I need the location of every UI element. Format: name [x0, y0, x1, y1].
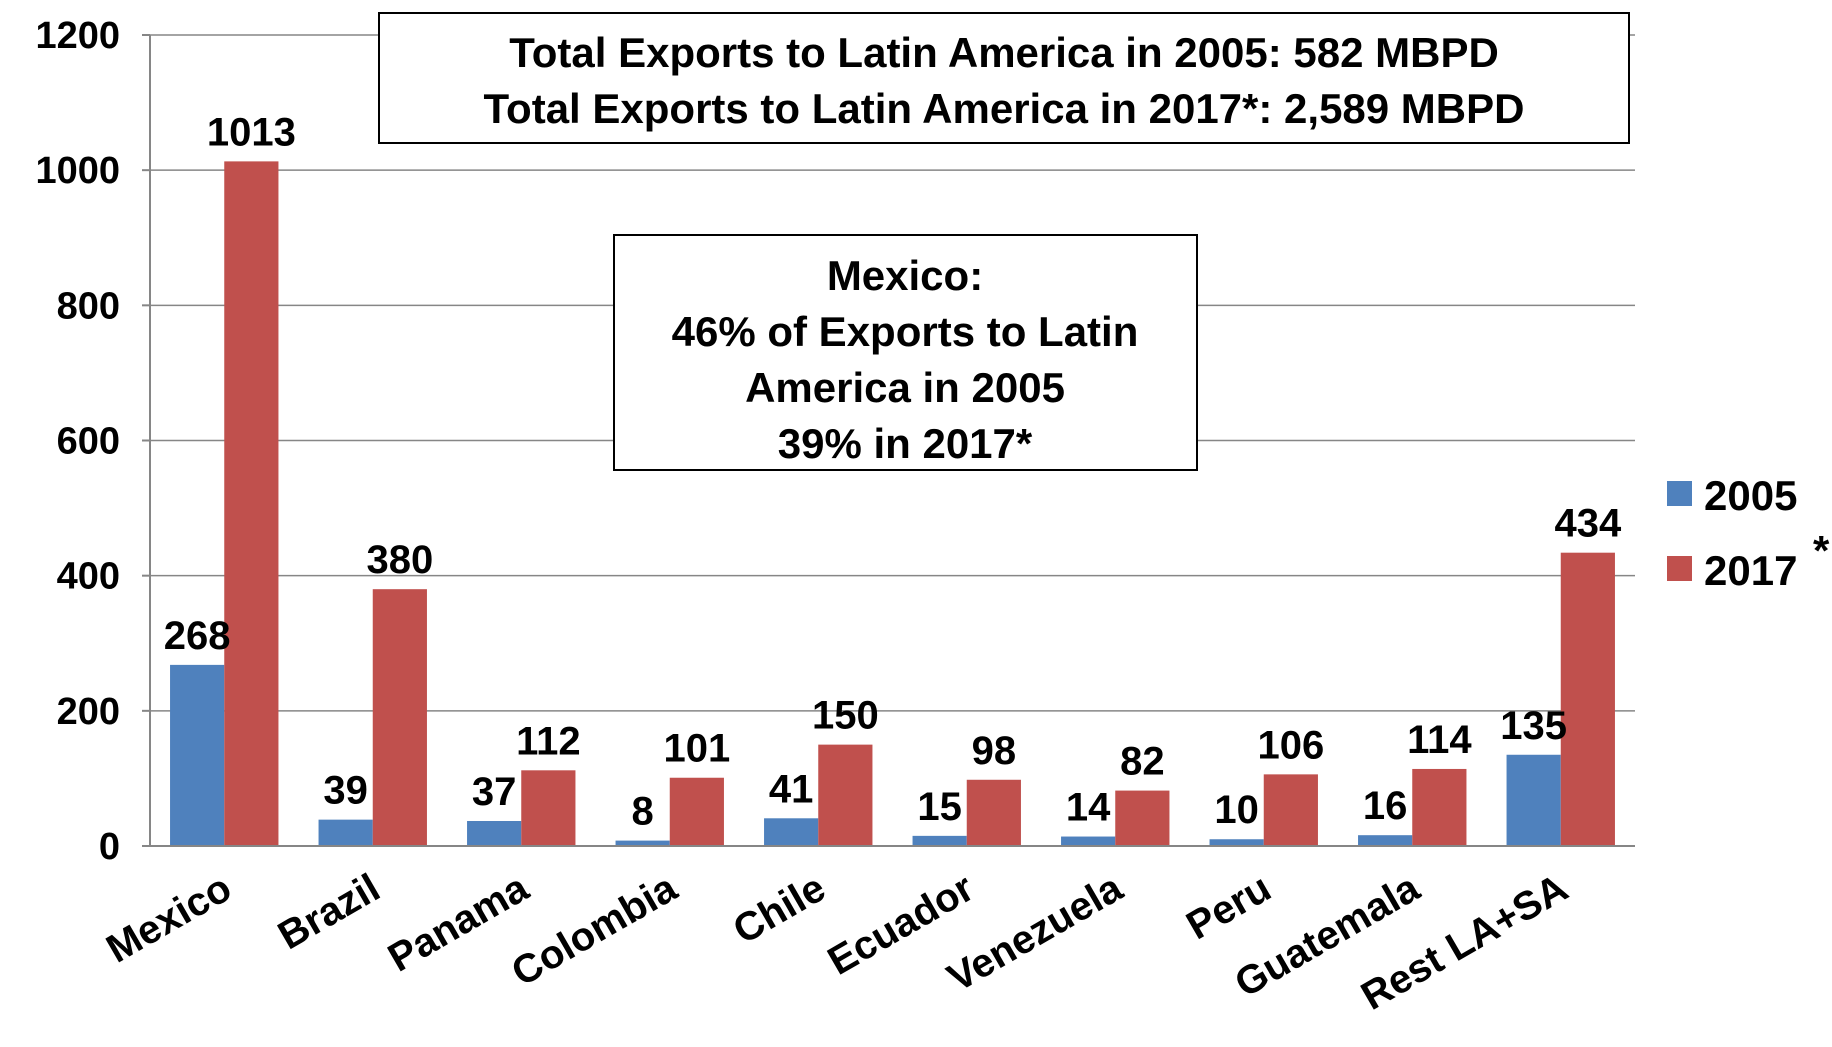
y-tick-label: 200 [57, 691, 120, 733]
data-label: 150 [812, 694, 879, 738]
category-label: Brazil [271, 866, 387, 959]
data-label: 112 [516, 719, 581, 763]
bar-2005-chile [764, 818, 819, 846]
bar-2005-panama [467, 820, 522, 846]
mexico-line-3: America in 2005 [745, 364, 1065, 411]
data-label: 37 [472, 770, 517, 814]
totals-annotation-box: Total Exports to Latin America in 2005: … [378, 12, 1630, 144]
bar-2017-peru [1263, 774, 1318, 846]
bar-2005-ecuador [912, 835, 967, 846]
y-tick-label: 0 [99, 826, 120, 868]
data-label: 39 [323, 769, 368, 813]
bar-2017-ecuador [966, 779, 1021, 846]
legend-swatch-2005 [1667, 481, 1692, 506]
data-label: 380 [366, 538, 433, 582]
bar-2017-mexico [224, 161, 279, 846]
bar-2005-peru [1209, 839, 1264, 846]
data-label: 434 [1554, 502, 1621, 546]
data-label: 114 [1407, 718, 1472, 762]
category-label: Peru [1179, 866, 1278, 949]
data-label: 268 [164, 614, 231, 658]
data-label: 1013 [207, 110, 296, 154]
bar-2005-rest-la-sa [1506, 754, 1561, 846]
bar-2017-colombia [669, 777, 724, 846]
bar-2005-mexico [170, 664, 225, 846]
mexico-line-1: Mexico: [827, 252, 983, 299]
bar-2005-guatemala [1358, 835, 1413, 846]
bar-2017-panama [521, 770, 576, 846]
legend-label-2017: 2017 [1704, 547, 1797, 594]
bar-2017-brazil [372, 589, 427, 846]
data-label: 41 [769, 767, 814, 811]
bars [170, 161, 1615, 846]
legend: 2005 2017 * [1667, 472, 1830, 594]
legend-label-2005: 2005 [1704, 472, 1797, 519]
bar-2017-venezuela [1115, 790, 1170, 846]
data-label: 15 [917, 785, 962, 829]
data-label: 98 [972, 729, 1017, 773]
data-label: 106 [1257, 723, 1324, 767]
y-tick-label: 1000 [35, 150, 120, 192]
totals-box-border [378, 12, 1630, 144]
y-tick-label: 400 [57, 556, 120, 598]
mexico-line-4: 39% in 2017* [778, 420, 1033, 467]
category-label: Colombia [504, 865, 684, 995]
y-tick-label: 1200 [35, 15, 120, 57]
category-label: Chile [726, 866, 833, 953]
y-axis: 0 200 400 600 800 1000 1200 [35, 15, 151, 868]
bar-2017-rest-la-sa [1560, 552, 1615, 846]
y-tick-label: 600 [57, 421, 120, 463]
data-label: 16 [1363, 784, 1408, 828]
totals-line-2005: Total Exports to Latin America in 2005: … [509, 29, 1499, 76]
bar-2017-guatemala [1412, 768, 1467, 846]
bar-2005-brazil [318, 819, 373, 846]
mexico-box-border [613, 234, 1198, 471]
legend-asterisk: * [1813, 527, 1830, 574]
legend-swatch-2017 [1667, 556, 1692, 581]
data-label: 14 [1066, 786, 1111, 830]
mexico-annotation-box: Mexico: 46% of Exports to Latin America … [613, 234, 1198, 471]
data-label: 82 [1120, 740, 1165, 784]
bar-2017-chile [818, 744, 873, 846]
mexico-line-2: 46% of Exports to Latin [672, 308, 1139, 355]
bar-2005-colombia [615, 840, 670, 846]
y-tick-label: 800 [57, 285, 120, 327]
totals-line-2017: Total Exports to Latin America in 2017*:… [484, 85, 1525, 132]
data-label: 135 [1500, 704, 1567, 748]
bar-2005-venezuela [1061, 836, 1116, 846]
data-label: 101 [663, 727, 730, 771]
data-label: 8 [632, 790, 654, 834]
category-label: Mexico [99, 866, 238, 972]
data-label: 10 [1214, 788, 1259, 832]
